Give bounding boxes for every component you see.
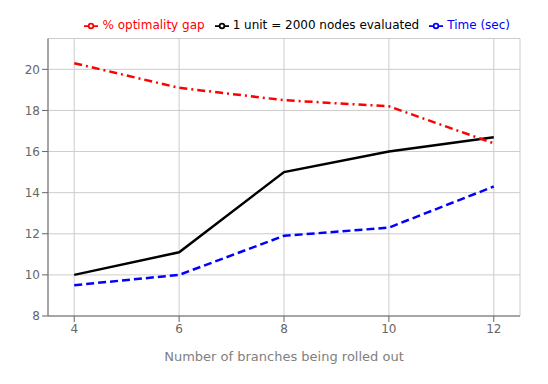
svg-text:Number of branches being rolle: Number of branches being rolled out: [164, 349, 404, 364]
svg-text:16: 16: [25, 145, 40, 159]
html-text:Time (sec): Time (sec): [447, 18, 510, 32]
svg-text:8: 8: [32, 309, 40, 323]
svg-text:10: 10: [25, 268, 40, 282]
svg-text:12: 12: [486, 322, 501, 336]
html-text:1 unit = 2000 nodes evaluated: 1 unit = 2000 nodes evaluated: [232, 18, 420, 32]
svg-text:6: 6: [175, 322, 183, 336]
svg-text:20: 20: [25, 63, 40, 77]
svg-text:10: 10: [381, 322, 396, 336]
svg-text:8: 8: [280, 322, 288, 336]
svg-text:4: 4: [70, 322, 78, 336]
svg-text:18: 18: [25, 104, 40, 118]
html-text:% optimality gap: % optimality gap: [102, 18, 205, 32]
svg-text:14: 14: [25, 186, 40, 200]
svg-text:12: 12: [25, 227, 40, 241]
